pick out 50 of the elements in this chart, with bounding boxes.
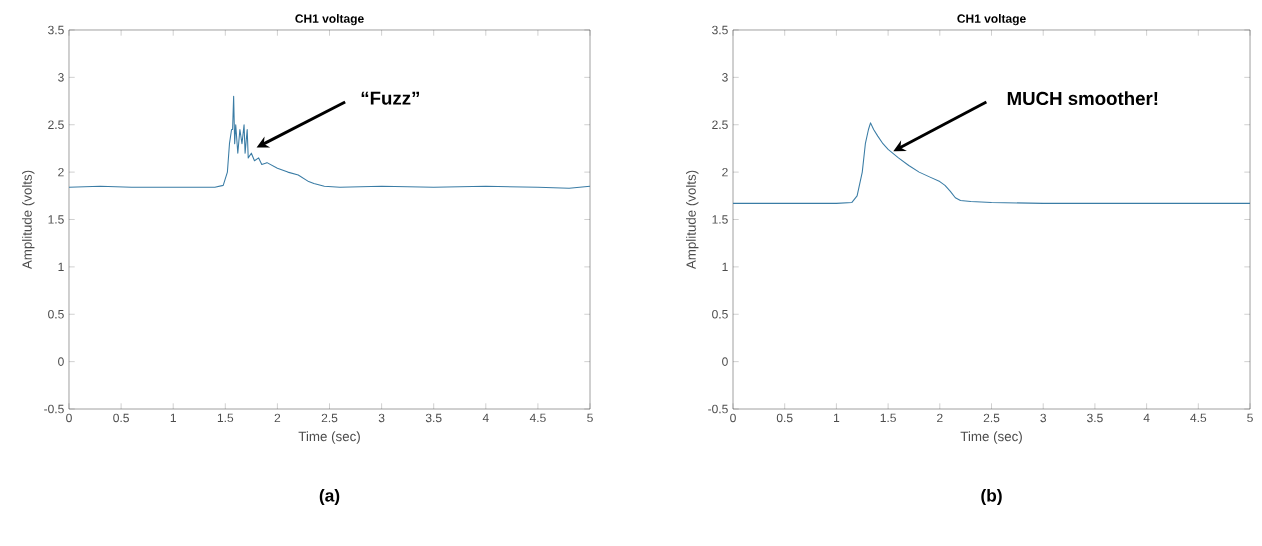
x-tick-label: 2 [937,413,943,423]
chart-title: CH1 voltage [957,14,1026,26]
y-tick-label: 2 [58,167,64,177]
y-axis-title: Amplitude (volts) [686,170,699,270]
y-tick-label: 2.5 [48,120,64,130]
x-tick-label: 3 [1040,413,1047,423]
x-tick-label: 5 [1247,413,1253,423]
x-tick-label: 3 [378,413,385,423]
x-axis-title: Time (sec) [298,431,360,444]
x-tick-label: 1 [170,413,176,422]
y-tick-label: 3 [58,73,64,82]
y-tick-label: 1 [722,262,728,271]
x-tick-label: 3.5 [1087,413,1103,423]
x-tick-label: 1.5 [217,413,234,423]
x-tick-label: 2.5 [983,413,1000,423]
y-tick-label: 0.5 [712,310,728,319]
x-tick-label: 2.5 [321,413,338,423]
x-tick-label: 5 [587,413,593,423]
x-tick-label: 2 [274,413,281,423]
x-axis-title: Time (sec) [960,431,1022,444]
y-tick-label: -0.5 [44,404,64,414]
x-tick-label: 4.5 [1190,413,1207,423]
x-tick-label: 1.5 [880,413,896,423]
text: (b) [981,488,1002,506]
y-tick-label: 2.5 [712,120,728,130]
y-tick-label: 2 [722,167,728,177]
y-tick-label: 3 [722,73,728,82]
text: (a) [319,488,340,506]
x-tick-label: 0.5 [113,413,129,423]
annotation: “Fuzz” [361,91,420,105]
x-tick-label: 0.5 [776,413,793,423]
x-tick-label: 3.5 [425,413,442,423]
y-tick-label: 3.5 [48,25,64,35]
x-tick-label: 4.5 [529,413,546,423]
y-tick-label: 3.5 [712,25,728,35]
y-tick-label: 0 [58,357,64,366]
y-tick-label: 0 [722,357,728,366]
y-tick-label: 1.5 [712,215,728,224]
y-tick-label: 1.5 [48,215,64,224]
y-tick-label: 0.5 [48,310,64,319]
x-tick-label: 4 [482,413,489,422]
x-tick-label: 1 [834,413,840,422]
annotation: MUCH smoother! [1007,91,1158,106]
y-tick-label: 1 [58,262,64,271]
x-tick-label: 4 [1143,413,1150,422]
x-tick-label: 0 [66,413,72,423]
y-tick-label: -0.5 [708,404,728,414]
chart-title: CH1 voltage [295,14,364,26]
y-axis-title: Amplitude (volts) [22,170,35,270]
x-tick-label: 0 [730,413,736,423]
